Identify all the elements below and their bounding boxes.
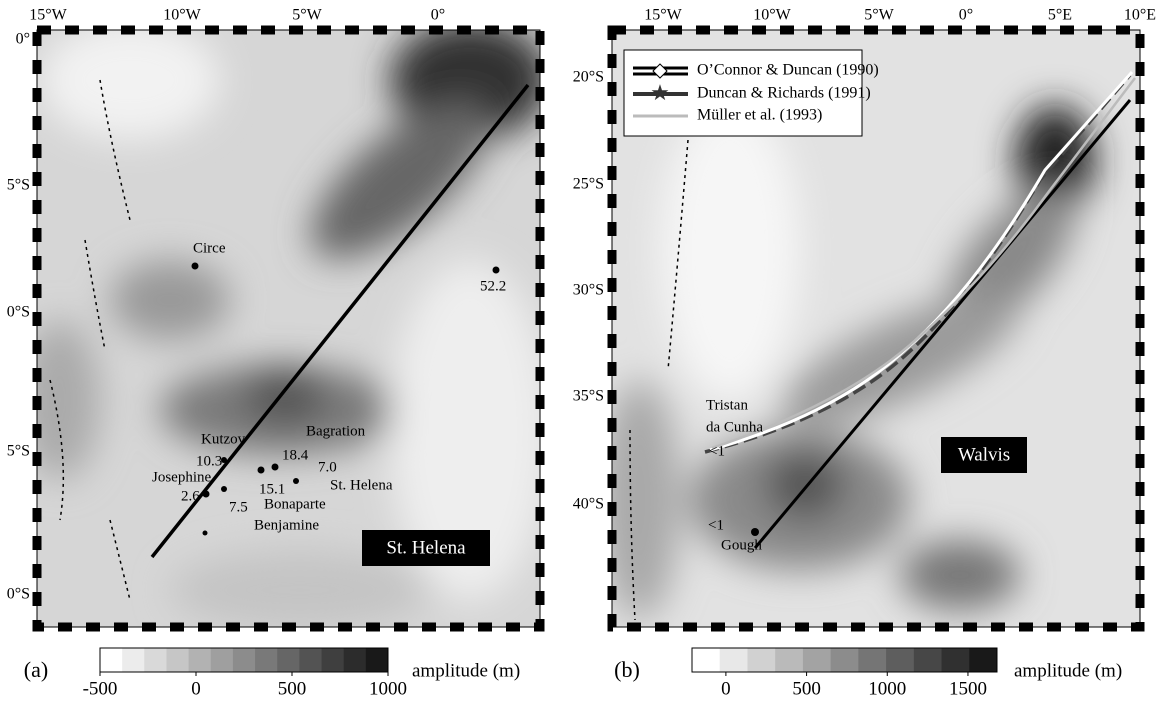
longitude-label: 5°W [292, 7, 322, 24]
colorbar-step [255, 648, 278, 672]
colorbar-tick-label: 1000 [369, 678, 407, 699]
colorbar-step [365, 648, 389, 672]
colorbar-step [692, 648, 721, 672]
colorbar-frame [99, 647, 389, 673]
colorbar-tick-label: 500 [278, 678, 307, 699]
latitude-label: 25°S [573, 176, 604, 193]
colorbar-step [277, 648, 300, 672]
longitude-label: 15°W [644, 7, 682, 24]
longitude-label: 15°W [29, 7, 67, 24]
latitude-label: 40°S [573, 496, 604, 513]
longitude-label: 5°E [1048, 7, 1072, 24]
map-annotation: 7.5 [229, 499, 248, 515]
inset-label: St. Helena [386, 537, 466, 558]
latitude-label: 5°S [7, 443, 30, 460]
map-annotation: 52.2 [480, 278, 506, 294]
colorbar-step [188, 648, 212, 672]
legend-entry: Müller et al. (1993) [697, 107, 822, 124]
colorbar-step [858, 648, 887, 672]
longitude-label: 0° [959, 7, 973, 24]
colorbar-step [969, 648, 998, 672]
colorbar-step [166, 648, 190, 672]
map-annotation: 7.0 [318, 459, 337, 475]
longitude-label: 10°W [753, 7, 791, 24]
colorbar-tick-label: 0 [191, 678, 201, 699]
colorbar-tick-label: -500 [83, 678, 118, 699]
map-annotation: Gough [721, 537, 762, 553]
map-annotation: Bonaparte [264, 496, 326, 512]
colorbar-step [100, 648, 123, 672]
colorbar-step [719, 648, 748, 672]
colorbar-step [802, 648, 832, 672]
map-annotation: 18.4 [282, 447, 309, 463]
colorbar-step [941, 648, 970, 672]
latitude-label: 0° [16, 31, 30, 48]
inset-label-box [941, 437, 1027, 473]
colorbar-tick-label: 500 [792, 678, 821, 699]
map-annotation: Benjamine [254, 517, 319, 533]
latitude-label: 30°S [573, 282, 604, 299]
colorbar-step [913, 648, 943, 672]
map-annotation: 2.6 [181, 488, 200, 504]
map-annotation: Josephine [152, 469, 212, 485]
longitude-label: 10°E [1124, 7, 1156, 24]
colorbar-tick-label: 1500 [949, 678, 987, 699]
map-b [612, 30, 1140, 627]
latitude-label: 0°S [7, 586, 30, 603]
map-annotation: Tristan [706, 397, 748, 413]
map-annotation: Kutzov [201, 431, 246, 447]
longitude-label: 0° [431, 7, 445, 24]
map-annotation: Bagration [306, 423, 366, 439]
map-annotation: 10.3 [196, 453, 222, 469]
colorbar-step [830, 648, 859, 672]
longitude-label: 5°W [864, 7, 894, 24]
map-annotation: 15.1 [259, 481, 285, 497]
colorbar-step [775, 648, 804, 672]
colorbar-step [232, 648, 256, 672]
colorbar-step [144, 648, 167, 672]
colorbar-title: amplitude (m) [412, 660, 520, 681]
colorbar-step [122, 648, 145, 672]
legend-entry: O’Connor & Duncan (1990) [697, 62, 879, 79]
svg-text:★: ★ [650, 80, 670, 105]
colorbar-title: amplitude (m) [1014, 660, 1122, 681]
map-annotation: da Cunha [706, 419, 763, 435]
inset-label-box [362, 530, 490, 566]
map-annotation: Circe [193, 240, 226, 256]
colorbar-step [321, 648, 345, 672]
map-annotation: <1 [709, 443, 725, 459]
colorbar-step [747, 648, 776, 672]
colorbar-step [299, 648, 323, 672]
colorbar-step [210, 648, 234, 672]
latitude-label: 20°S [573, 69, 604, 86]
latitude-label: 35°S [573, 388, 604, 405]
legend-entry: Duncan & Richards (1991) [697, 85, 871, 102]
colorbar-frame [691, 647, 998, 673]
colorbar-step [886, 648, 915, 672]
map-a [37, 30, 540, 627]
latitude-label: 0°S [7, 304, 30, 321]
colorbar-tick-label: 1000 [868, 678, 906, 699]
colorbar-step [343, 648, 367, 672]
longitude-label: 10°W [163, 7, 201, 24]
colorbar-tick-label: 0 [721, 678, 731, 699]
map-annotation: <1 [708, 517, 724, 533]
map-annotation: St. Helena [330, 477, 393, 493]
inset-label: Walvis [958, 444, 1010, 465]
latitude-label: 5°S [7, 177, 30, 194]
panel-label: (a) [24, 657, 48, 682]
panel-label: (b) [614, 657, 640, 682]
